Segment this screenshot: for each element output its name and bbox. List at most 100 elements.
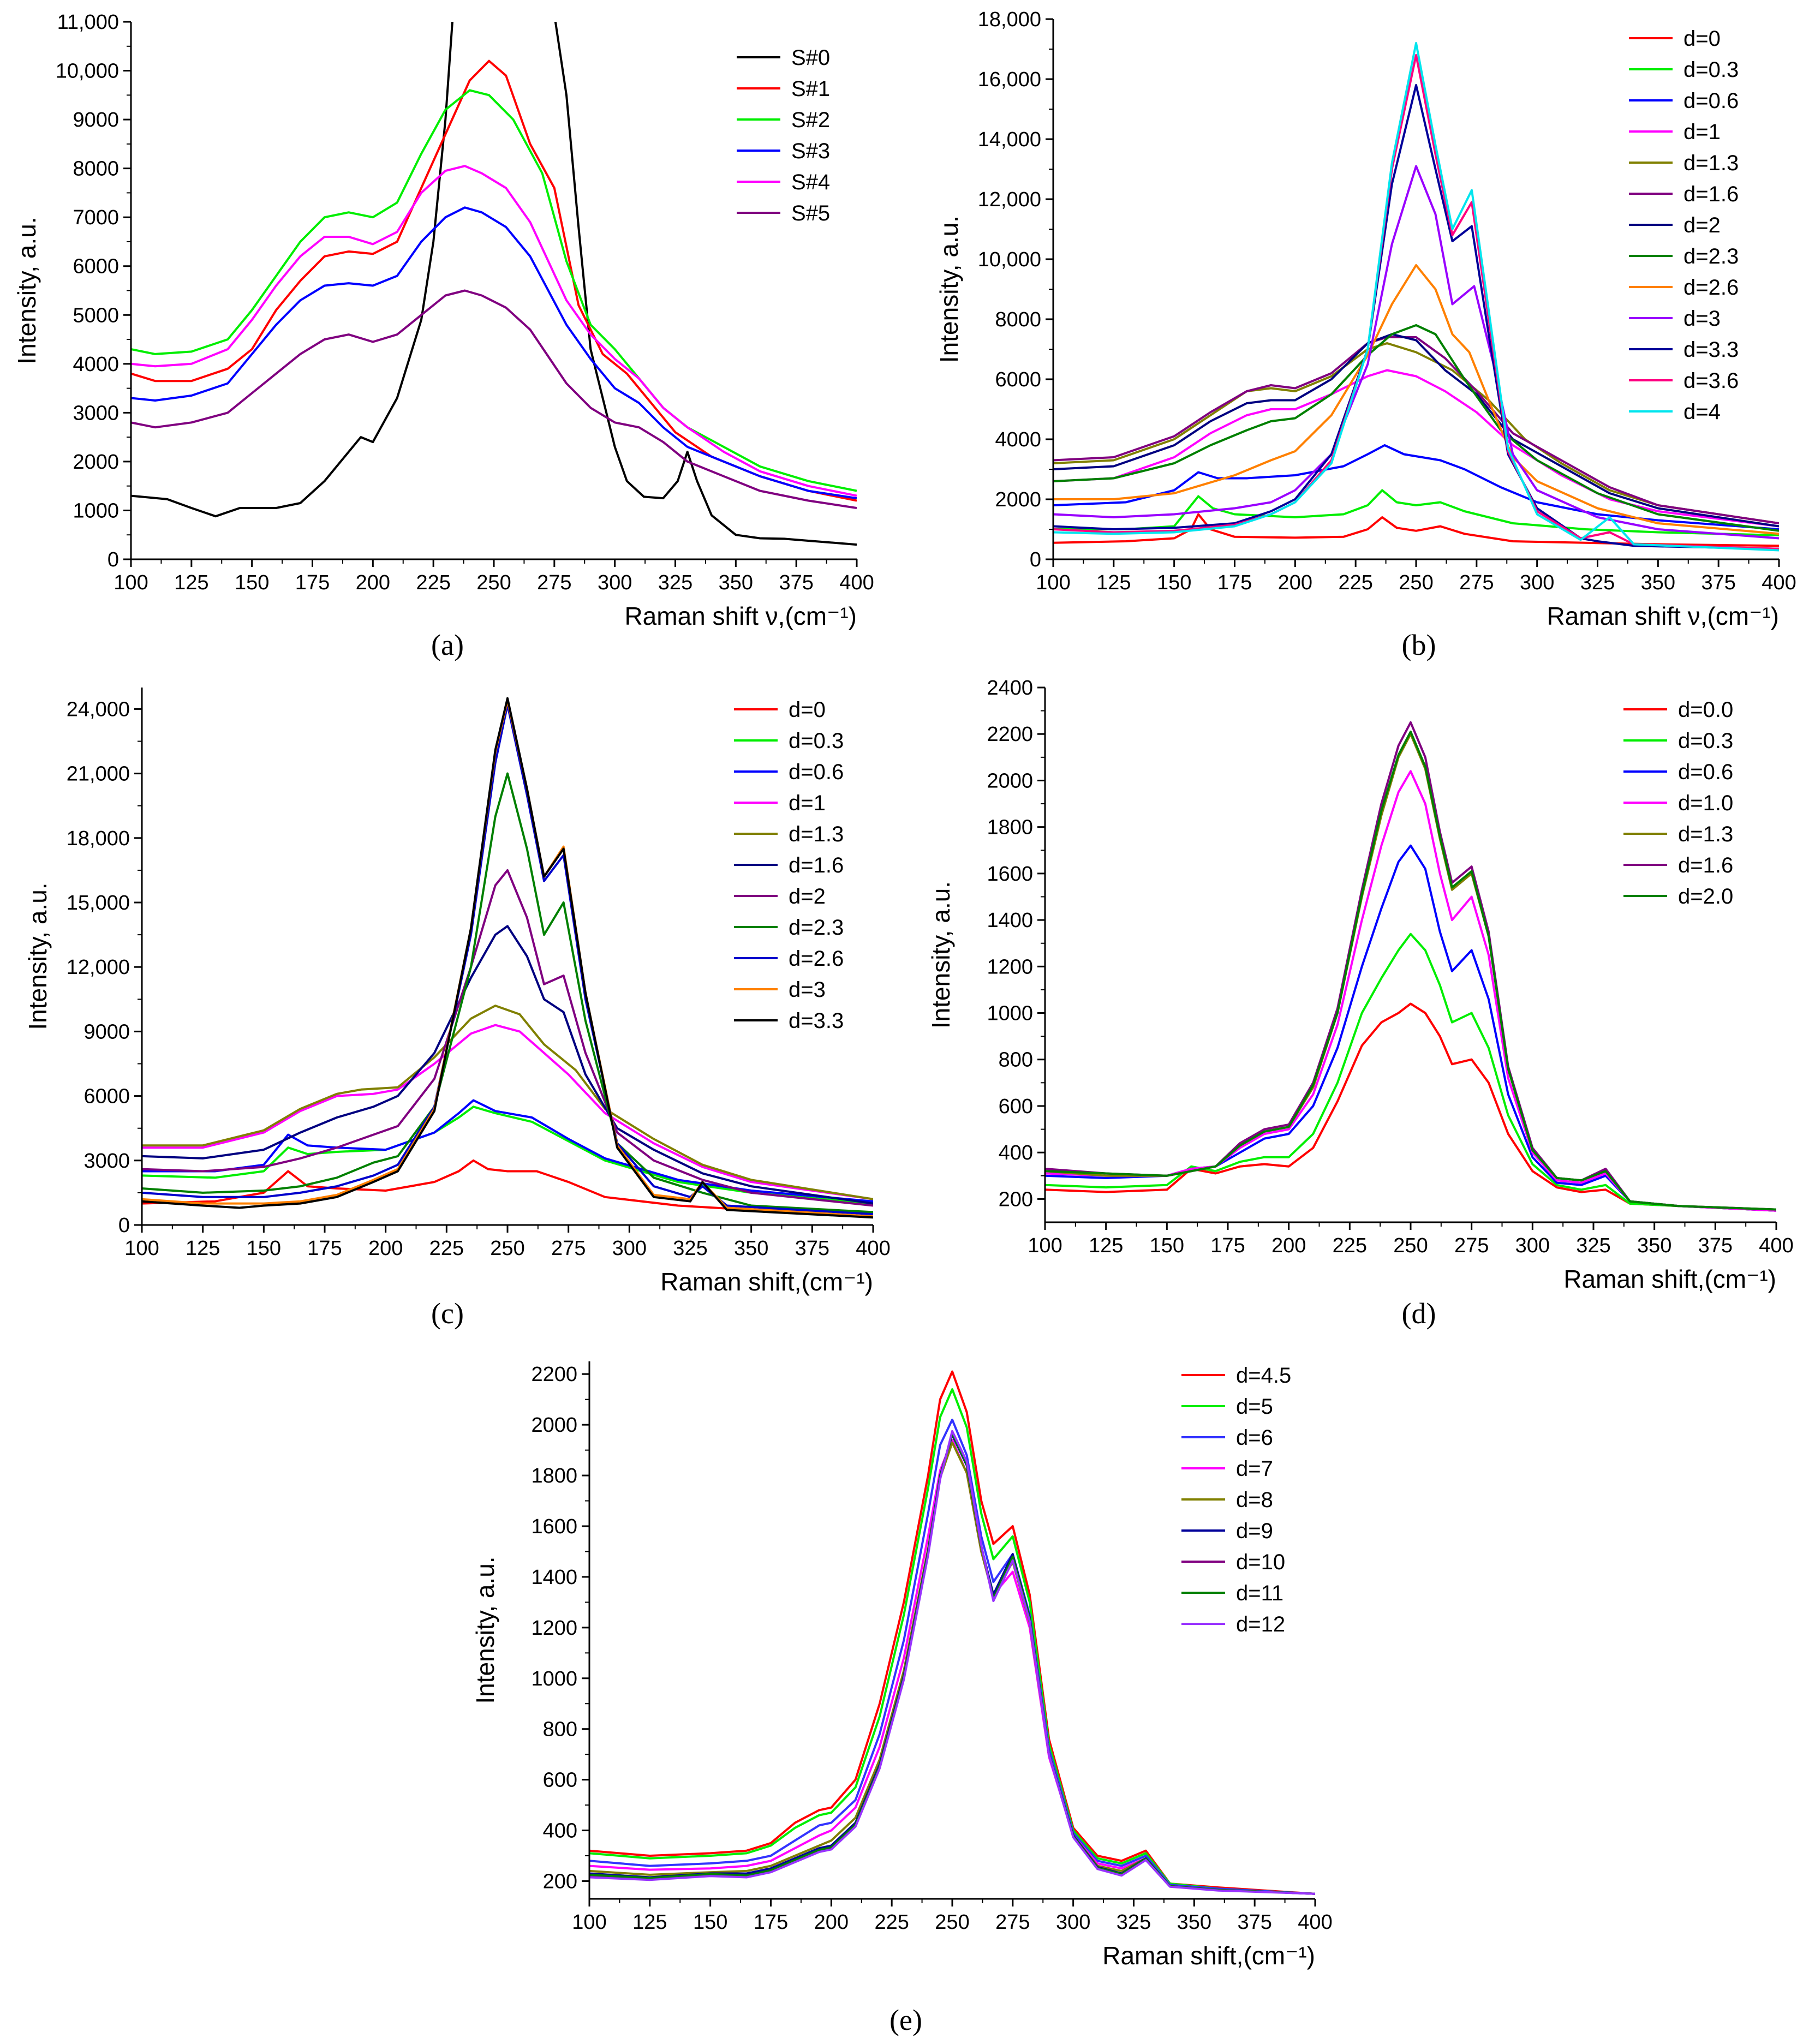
series-line-d=8 [589, 1441, 1315, 1895]
y-tick-label: 21,000 [67, 763, 130, 786]
x-tick-label: 150 [1157, 571, 1191, 594]
legend-label: d=0.0 [1678, 698, 1733, 722]
y-axis-label: Intensity, a.u. [23, 882, 52, 1030]
legend-label: d=2.6 [789, 947, 844, 971]
series-line-d=1.6 [142, 925, 873, 1205]
y-tick-label: 10,000 [56, 60, 119, 83]
y-tick-label: 9000 [73, 109, 119, 132]
x-tick-label: 375 [1237, 1911, 1271, 1934]
series-line-d=3 [1053, 165, 1779, 540]
x-tick-label: 100 [1036, 571, 1070, 594]
y-tick-label: 1600 [987, 863, 1033, 886]
x-tick-label: 275 [1454, 1234, 1489, 1257]
x-tick-label: 300 [598, 571, 632, 594]
series-line-d=2.3 [142, 772, 873, 1214]
x-tick-label: 225 [429, 1237, 464, 1260]
y-tick-label: 9000 [83, 1020, 130, 1043]
series-line-d=3.3 [142, 697, 873, 1219]
x-axis-label: Raman shift ν,(cm⁻¹) [1547, 602, 1779, 630]
x-tick-label: 175 [1210, 1234, 1245, 1257]
series-line-d=12 [589, 1430, 1315, 1895]
legend-label: d=3.3 [1683, 338, 1739, 362]
x-tick-label: 100 [1028, 1234, 1062, 1257]
series-line-d=2.6 [142, 703, 873, 1216]
y-tick-label: 600 [999, 1095, 1033, 1118]
y-tick-label: 10,000 [978, 248, 1041, 271]
y-tick-label: 2000 [995, 488, 1041, 511]
legend-label: d=1 [789, 791, 826, 815]
y-tick-label: 0 [118, 1214, 130, 1237]
x-tick-label: 400 [1762, 571, 1796, 594]
legend-label: S#4 [791, 170, 830, 194]
y-tick-label: 1800 [987, 816, 1033, 839]
x-tick-label: 350 [1641, 571, 1675, 594]
legend-label: S#3 [791, 139, 830, 163]
legend-label: d=7 [1236, 1457, 1273, 1481]
plot-area [131, 22, 857, 546]
chart-panel-4: 100 125 150 175 200 225 250 275 300 325 350 375 400 2… [927, 677, 1794, 1330]
x-tick-label: 350 [1637, 1234, 1671, 1257]
x-tick-label: 200 [356, 571, 390, 594]
legend-label: d=3 [1683, 307, 1721, 331]
y-tick-label: 12,000 [978, 188, 1041, 211]
series-line-d=0.3 [1045, 933, 1776, 1212]
plot-area [589, 1370, 1315, 1895]
x-tick-label: 200 [368, 1237, 403, 1260]
plot-area [142, 697, 873, 1219]
y-tick-label: 4000 [995, 428, 1041, 451]
legend-label: d=1 [1683, 120, 1721, 144]
y-tick-label: 200 [543, 1870, 577, 1893]
series-line-d=4.5 [589, 1370, 1315, 1895]
y-tick-label: 12,000 [67, 956, 130, 979]
x-tick-label: 300 [1520, 571, 1554, 594]
x-tick-label: 300 [1515, 1234, 1550, 1257]
x-tick-label: 400 [1759, 1234, 1793, 1257]
legend-label: d=1.3 [1678, 822, 1733, 846]
legend-label: d=0.3 [1683, 58, 1739, 82]
panel-caption: (b) [1402, 629, 1436, 661]
legend-label: S#1 [791, 77, 830, 101]
y-tick-label: 0 [108, 548, 119, 571]
x-tick-label: 100 [124, 1237, 159, 1260]
chart-panel-3: 100 125 150 175 200 225 250 275 300 325 350 375 400 0… [23, 688, 891, 1330]
series-line-d=2 [142, 869, 873, 1207]
series-line-d=1.0 [1045, 770, 1776, 1212]
legend-label: d=11 [1236, 1581, 1283, 1605]
series-line-d=1.6 [1045, 721, 1776, 1211]
y-tick-label: 5000 [73, 304, 119, 327]
y-tick-label: 11,000 [57, 11, 119, 34]
legend-label: d=9 [1236, 1519, 1273, 1543]
y-tick-label: 1000 [531, 1668, 577, 1690]
legend-label: S#2 [791, 108, 830, 132]
series-line-d=0.0 [1045, 1002, 1776, 1212]
y-tick-label: 2000 [531, 1414, 577, 1437]
y-tick-label: 24,000 [67, 698, 130, 721]
series-line-S#4 [131, 165, 857, 497]
y-tick-label: 4000 [73, 353, 119, 376]
legend-label: d=1.6 [1678, 853, 1733, 877]
x-tick-label: 125 [186, 1237, 220, 1260]
series-line-d=11 [589, 1432, 1315, 1895]
series-line-d=7 [589, 1439, 1315, 1895]
x-tick-label: 125 [174, 571, 208, 594]
legend-label: d=1.6 [789, 853, 844, 877]
series-line-d=2 [1053, 333, 1779, 528]
y-tick-label: 1600 [531, 1515, 577, 1538]
legend-label: d=0.6 [1678, 760, 1733, 784]
y-tick-label: 1400 [987, 909, 1033, 932]
x-tick-label: 125 [1096, 571, 1131, 594]
x-tick-label: 250 [476, 571, 511, 594]
x-tick-label: 150 [235, 571, 269, 594]
series-line-S#5 [131, 289, 857, 509]
x-tick-label: 350 [719, 571, 753, 594]
x-tick-label: 300 [612, 1237, 647, 1260]
panel-caption: (d) [1402, 1297, 1436, 1330]
y-tick-label: 2000 [73, 451, 119, 474]
y-tick-label: 1200 [987, 955, 1033, 978]
x-tick-label: 100 [114, 571, 148, 594]
y-tick-label: 2000 [987, 769, 1033, 792]
y-tick-label: 14,000 [978, 128, 1041, 151]
series-line-d=0.3 [142, 1105, 873, 1205]
legend: S#0 S#1 S#2 S#3 S#4 S#5 [737, 46, 830, 225]
